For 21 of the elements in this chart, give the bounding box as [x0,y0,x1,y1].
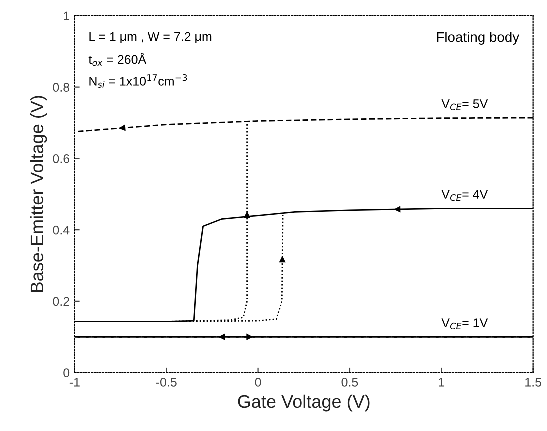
x-tick-label: 0.5 [342,378,358,387]
annotation: t$_{ox}$ = 260Å [88,53,147,66]
annotation: Floating body [437,32,520,45]
x-tick-label: 0 [255,378,262,387]
annotation: N$_{si}$ = 1x10$^{17}$cm$^{−3}$ [90,74,188,88]
y-tick-label: 1 [64,12,70,20]
y-tick-label: 0.6 [53,154,70,164]
x-tick-label: 1 [439,378,445,387]
y-tick-label: 0 [64,368,70,378]
x-tick-label: -0.5 [156,378,177,387]
y-axis-title: Base-Emitter Voltage (V) [30,96,48,292]
series-label: V$_{CE}$= 4V [442,190,488,202]
x-tick-label: -1 [70,378,80,387]
y-tick-label: 0.8 [53,83,70,92]
series-label: V$_{CE}$= 1V [442,318,488,330]
annotation: L = 1 μm , W = 7.2 μm [90,32,212,44]
series-label: V$_{CE}$= 5V [442,100,488,110]
y-tick-label: 0.4 [53,226,70,235]
x-axis-title: Gate Voltage (V) [238,394,370,412]
y-tick-label: 0.2 [53,297,70,306]
x-tick-label: 1.5 [526,378,542,387]
